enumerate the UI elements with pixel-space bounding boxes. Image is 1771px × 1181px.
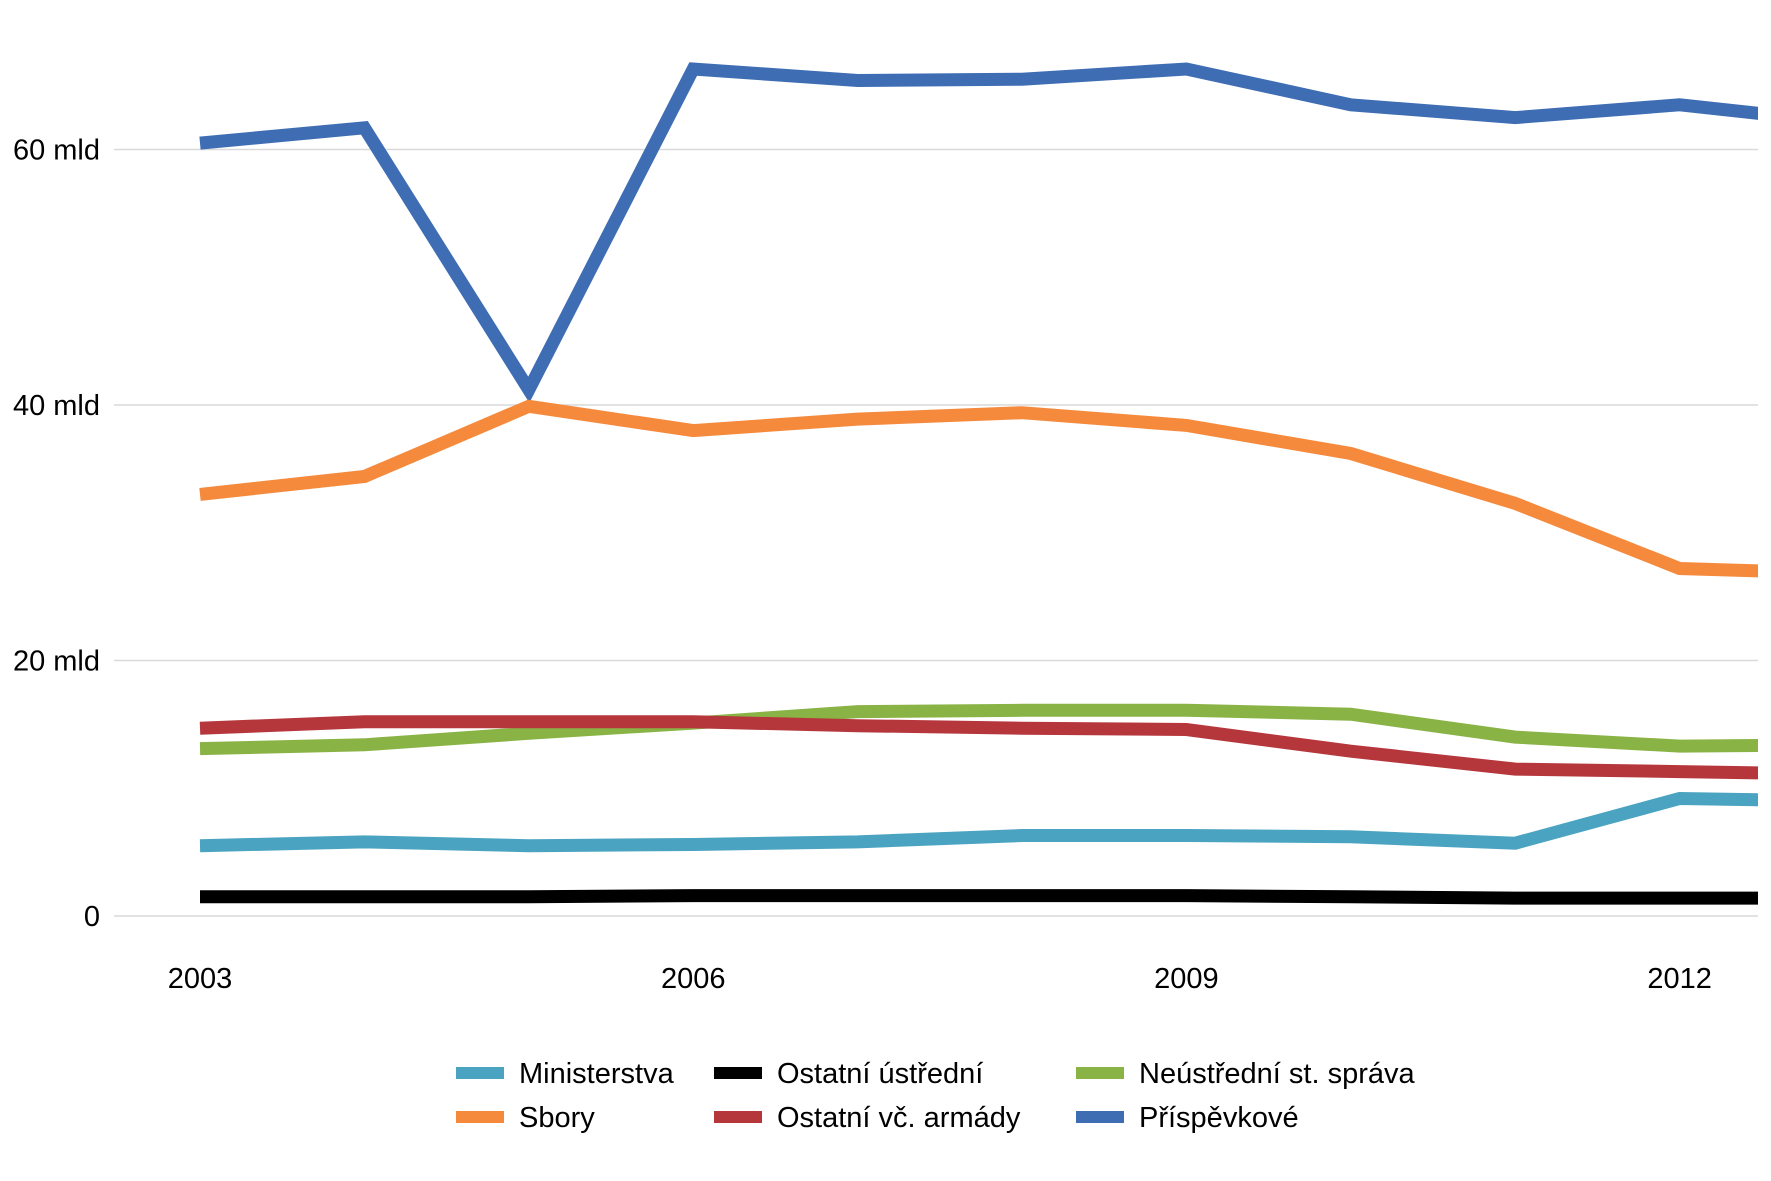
legend-swatch	[714, 1111, 762, 1123]
series-line-4	[199, 715, 1758, 780]
legend-item: Ostatní vč. armády	[714, 1102, 1021, 1134]
series-line-3	[199, 399, 1758, 578]
legend-label: Ostatní ústřední	[777, 1058, 983, 1090]
y-tick-label: 20 mld	[13, 646, 100, 678]
legend-label: Ostatní vč. armády	[777, 1102, 1021, 1134]
legend-item: Příspěvkové	[1076, 1102, 1299, 1134]
legend-swatch	[714, 1067, 762, 1079]
legend-swatch	[456, 1111, 504, 1123]
legend-swatch	[1076, 1067, 1124, 1079]
legend-swatch	[456, 1067, 504, 1079]
legend-item: Ostatní ústřední	[714, 1058, 983, 1090]
legend-label: Sbory	[519, 1102, 595, 1134]
y-tick-label: 60 mld	[13, 135, 100, 167]
legend-item: Ministerstva	[456, 1058, 675, 1090]
legend-label: Ministerstva	[519, 1058, 675, 1090]
series-line-0	[199, 791, 1758, 853]
x-tick-label: 2006	[661, 963, 726, 995]
series-lines	[199, 62, 1758, 905]
legend-swatch	[1076, 1111, 1124, 1123]
legend: Ministerstva Ostatní ústřední Neústřední s…	[456, 1058, 1415, 1134]
legend-item: Sbory	[456, 1102, 595, 1134]
legend-label: Příspěvkové	[1139, 1102, 1299, 1134]
gridlines	[114, 148, 1758, 917]
series-line-1	[200, 889, 1758, 905]
x-tick-label: 2012	[1647, 963, 1712, 995]
x-tick-label: 2009	[1154, 963, 1219, 995]
series-line-5	[199, 62, 1758, 403]
x-axis-tick-labels: 2003 2006 2009 2012	[168, 963, 1712, 995]
y-axis-tick-labels: 0 20 mld 40 mld 60 mld	[13, 135, 100, 934]
series-line-2	[199, 703, 1758, 756]
legend-item: Neústřední st. správa	[1076, 1058, 1415, 1090]
y-tick-label: 0	[84, 901, 100, 933]
y-tick-label: 40 mld	[13, 390, 100, 422]
x-tick-label: 2003	[168, 963, 233, 995]
legend-label: Neústřední st. správa	[1139, 1058, 1415, 1090]
